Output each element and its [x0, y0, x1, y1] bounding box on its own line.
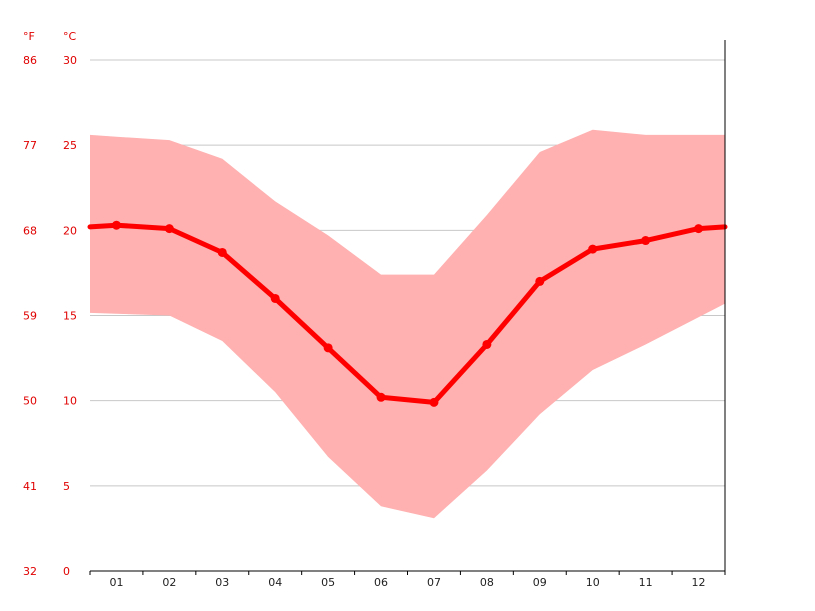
y-tick-label-celsius: 0: [63, 565, 70, 578]
x-tick-label: 11: [639, 576, 653, 589]
average-temperature-point: [694, 224, 704, 234]
y-tick-label-fahrenheit: 32: [23, 565, 37, 578]
average-temperature-point: [323, 343, 333, 353]
y-tick-label-fahrenheit: 50: [23, 395, 37, 408]
y-tick-label-fahrenheit: 41: [23, 480, 37, 493]
y-tick-label-celsius: 20: [63, 224, 77, 237]
x-tick-label: 01: [109, 576, 123, 589]
average-temperature-point: [429, 397, 439, 407]
y-tick-label-fahrenheit: 77: [23, 139, 37, 152]
x-tick-label: 10: [586, 576, 600, 589]
x-tick-label: 12: [692, 576, 706, 589]
y-tick-label-celsius: 10: [63, 395, 77, 408]
average-temperature-point: [482, 339, 492, 349]
average-temperature-point: [164, 224, 174, 234]
average-temperature-point: [217, 247, 227, 257]
y-axis: °F °C 32 0 41 5 50 10 59 15 68 20 77 25 86 30: [23, 30, 77, 578]
average-temperature-series: [87, 220, 728, 407]
unit-label-fahrenheit: °F: [23, 30, 35, 43]
y-tick-label-celsius: 30: [63, 54, 77, 67]
x-tick-label: 07: [427, 576, 441, 589]
x-tick-label: 02: [162, 576, 176, 589]
average-temperature-line: [87, 222, 728, 405]
y-tick-label-fahrenheit: 68: [23, 224, 37, 237]
x-tick-label: 06: [374, 576, 388, 589]
x-axis: 01 02 03 04 05 06 07 08 09 10 11 12: [89, 40, 726, 589]
min-max-range-area: [90, 129, 725, 519]
average-temperature-point: [641, 236, 651, 246]
y-tick-label-celsius: 15: [63, 310, 77, 323]
y-tick-label-fahrenheit: 59: [23, 310, 37, 323]
average-temperature-point: [535, 276, 545, 286]
average-temperature-point: [270, 293, 280, 303]
average-temperature-point: [111, 220, 121, 230]
temperature-range-band: [90, 129, 725, 519]
y-tick-label-celsius: 25: [63, 139, 77, 152]
x-tick-label: 03: [215, 576, 229, 589]
y-tick-label-celsius: 5: [63, 480, 70, 493]
y-tick-label-fahrenheit: 86: [23, 54, 37, 67]
unit-label-celsius: °C: [63, 30, 77, 43]
average-temperature-point: [588, 244, 598, 254]
x-tick-label: 04: [268, 576, 282, 589]
average-temperature-point: [376, 392, 386, 402]
x-tick-label: 09: [533, 576, 547, 589]
x-tick-label: 05: [321, 576, 335, 589]
x-tick-label: 08: [480, 576, 494, 589]
